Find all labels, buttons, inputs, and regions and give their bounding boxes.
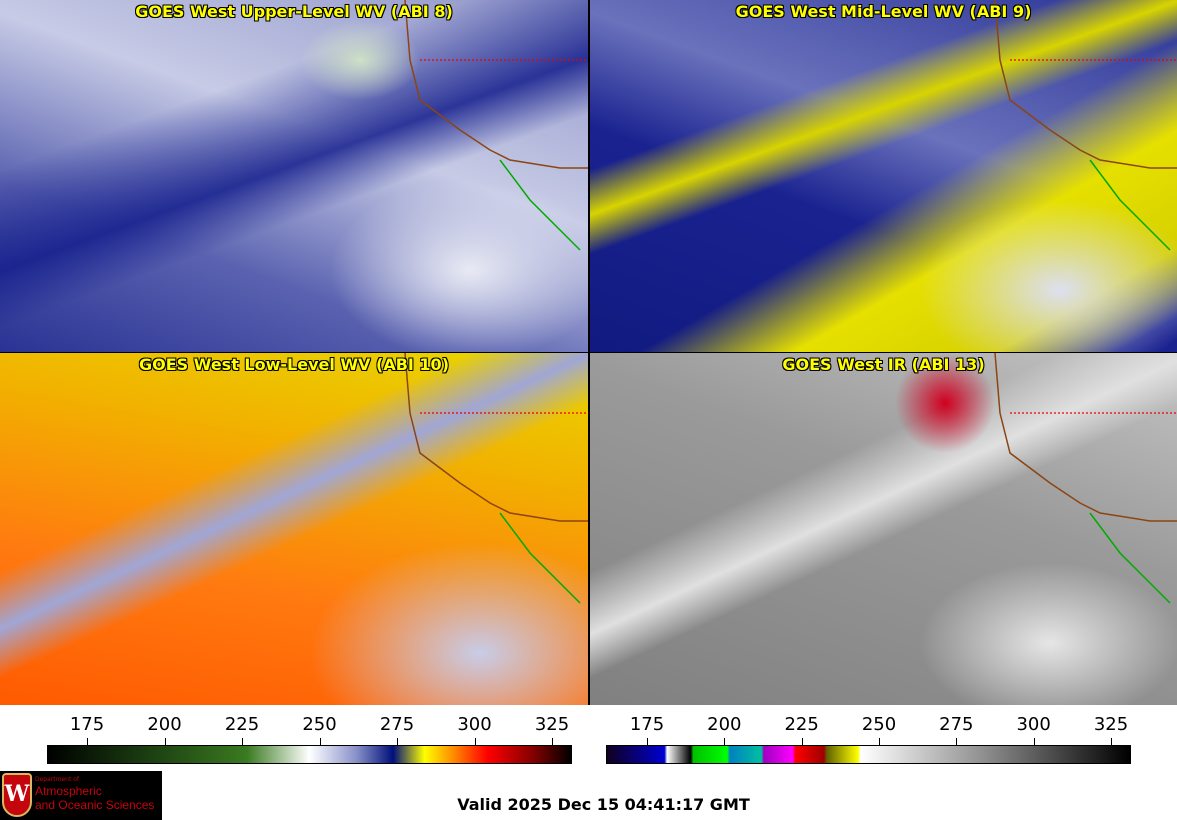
colorbar-tick-label: 200 (707, 714, 742, 735)
colorbar-tick (1033, 738, 1035, 745)
panel-divider (0, 352, 1177, 353)
logo-line3: and Oceanic Sciences (35, 798, 155, 812)
colorbar-tick (647, 738, 648, 745)
logo-line1: Department of (35, 776, 79, 783)
map-overlay (404, 353, 588, 604)
panel-title: GOES West Low-Level WV (ABI 10) (138, 355, 449, 374)
colorbar-tick-label: 325 (534, 714, 570, 735)
low-level-wv-panel: GOES West Low-Level WV (ABI 10) (0, 353, 588, 705)
colorbar-tick (956, 738, 958, 745)
colorbar-tick (474, 738, 476, 745)
colorbar-tick-label: 225 (224, 714, 260, 735)
colorbar-tick-label: 275 (939, 714, 974, 735)
colorbar-tick-label: 300 (457, 714, 492, 735)
colorbar-tick-label: 250 (861, 714, 897, 735)
colorbar-tick (724, 738, 726, 745)
colorbar-tick-label: 275 (379, 714, 415, 735)
mid-level-wv-panel: GOES West Mid-Level WV (ABI 9) (590, 0, 1177, 352)
colorbar-tick-label: 200 (147, 714, 182, 735)
infrared-panel: GOES West IR (ABI 13) (590, 353, 1177, 705)
colorbar-tick-label: 175 (69, 714, 105, 735)
panel-title: GOES West Mid-Level WV (ABI 9) (735, 2, 1032, 21)
water-vapor-colorbar (47, 745, 572, 764)
aos-logo: W Department of Atmospheric and Oceanic … (0, 771, 162, 820)
infrared-colorbar (606, 745, 1131, 764)
colorbar-tick-label: 225 (784, 714, 819, 735)
logo-line2: Atmospheric (35, 784, 102, 798)
map-overlay (994, 353, 1177, 604)
colorbar-tick-label: 175 (629, 714, 665, 735)
colorbar-tick (87, 738, 88, 745)
colorbar-tick-label: 300 (1016, 714, 1051, 735)
colorbar-tick (397, 738, 398, 745)
colorbar-tick-label: 325 (1093, 714, 1129, 735)
map-overlay (994, 0, 1177, 251)
colorbar-tick (879, 738, 880, 745)
colorbar-tick (1111, 738, 1112, 745)
colorbar-tick (801, 738, 803, 745)
colorbar-tick (242, 738, 243, 745)
map-overlay (404, 0, 588, 251)
colorbar-tick (552, 738, 553, 745)
uw-crest-icon: W (2, 773, 32, 817)
colorbar-tick-label: 250 (302, 714, 337, 735)
valid-time: Valid 2025 Dec 15 04:41:17 GMT (457, 795, 750, 814)
colorbar-tick (319, 738, 321, 745)
upper-level-wv-panel: GOES West Upper-Level WV (ABI 8) (0, 0, 588, 352)
panel-title: GOES West IR (ABI 13) (782, 355, 985, 374)
colorbar-tick (164, 738, 166, 745)
panel-title: GOES West Upper-Level WV (ABI 8) (135, 2, 453, 21)
